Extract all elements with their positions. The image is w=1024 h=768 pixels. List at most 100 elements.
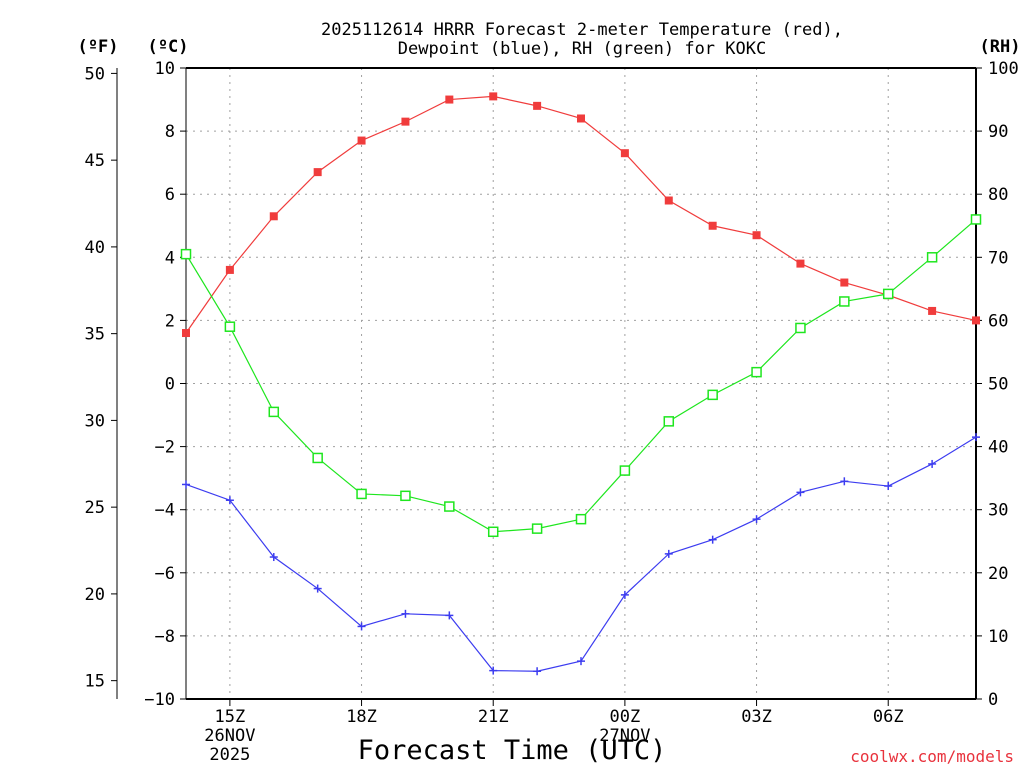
dewpoint-point <box>225 496 234 505</box>
temperature-point <box>357 136 366 145</box>
dewpoint-point <box>796 488 805 497</box>
rh-point <box>400 490 411 502</box>
rh-tick-label: 60 <box>988 311 1008 331</box>
dewpoint-series <box>182 433 980 676</box>
celsius-unit-label: (ºC) <box>148 37 189 57</box>
fahrenheit-unit-label: (ºF) <box>78 37 119 57</box>
fahrenheit-tick-label: 45 <box>85 151 105 171</box>
dewpoint-point <box>313 584 322 593</box>
celsius-tick-label: 4 <box>165 248 175 268</box>
celsius-tick-label: −8 <box>155 627 175 647</box>
temperature-point <box>972 316 980 325</box>
temperature-point <box>182 329 190 338</box>
rh-line <box>185 218 977 533</box>
rh-tick-label: 10 <box>988 627 1008 647</box>
dewpoint-point <box>577 657 585 666</box>
fahrenheit-tick-label: 20 <box>85 585 105 605</box>
dewpoint-point <box>928 459 937 468</box>
x-tick-label: 06Z <box>873 707 904 727</box>
rh-series <box>180 214 982 538</box>
rh-tick-label: 30 <box>988 501 1008 521</box>
rh-point <box>795 322 806 334</box>
temperature-point <box>269 212 278 221</box>
x-tick-label: 2025 <box>209 745 250 765</box>
rh-point <box>663 416 675 427</box>
celsius-tick-label: −2 <box>155 438 175 458</box>
x-tick-label: 00Z <box>610 707 641 727</box>
rh-unit-label: (RH) <box>980 37 1021 57</box>
temperature-point <box>225 265 234 274</box>
x-tick-label: 15Z <box>215 707 246 727</box>
celsius-tick-label: −6 <box>155 564 175 584</box>
celsius-tick-label: 6 <box>165 185 175 205</box>
rh-point <box>531 523 543 534</box>
temperature-series <box>182 92 980 338</box>
temperature-point <box>401 117 410 126</box>
temperature-point <box>489 92 498 101</box>
celsius-tick-label: 8 <box>165 122 175 142</box>
rh-point <box>707 389 718 401</box>
rh-point <box>487 526 499 538</box>
rh-tick-label: 90 <box>988 122 1008 142</box>
credit-text: coolwx.com/models <box>850 747 1014 766</box>
chart-title-line-2: Dewpoint (blue), RH (green) for KOKC <box>398 39 766 59</box>
rh-point <box>926 252 938 263</box>
rh-point <box>575 513 587 525</box>
rh-point <box>444 501 455 512</box>
x-tick-label: 21Z <box>478 707 509 727</box>
x-tick-label: 26NOV <box>204 726 255 746</box>
temperature-point <box>708 221 717 230</box>
temperature-point <box>533 101 542 110</box>
data-series <box>180 92 982 676</box>
fahrenheit-tick-label: 25 <box>85 498 105 518</box>
celsius-tick-label: −10 <box>144 690 175 710</box>
temperature-point <box>752 231 761 240</box>
dewpoint-point <box>489 666 498 675</box>
rh-tick-label: 20 <box>988 564 1008 584</box>
rh-point <box>619 465 631 476</box>
temperature-point <box>313 168 322 177</box>
rh-tick-label: 40 <box>988 438 1008 458</box>
dewpoint-point <box>664 549 673 558</box>
dewpoint-point <box>620 590 629 599</box>
temperature-line <box>185 95 977 334</box>
fahrenheit-tick-label: 40 <box>85 238 105 258</box>
rh-point <box>839 296 850 307</box>
rh-point <box>970 214 982 225</box>
fahrenheit-tick-label: 50 <box>85 64 105 84</box>
dewpoint-point <box>533 667 542 676</box>
temperature-point <box>840 278 849 287</box>
temperature-point <box>796 259 805 268</box>
dewpoint-point <box>445 611 454 620</box>
rh-tick-label: 80 <box>988 185 1008 205</box>
temperature-point <box>664 196 673 205</box>
x-axis-label: Forecast Time (UTC) <box>358 735 667 766</box>
x-tick-label: 03Z <box>741 707 772 727</box>
dewpoint-point <box>269 553 278 562</box>
celsius-tick-label: 10 <box>155 59 175 79</box>
rh-tick-label: 0 <box>988 690 998 710</box>
axes: 1086420−2−4−6−8−105045403530252015100908… <box>85 59 1019 710</box>
rh-point <box>180 248 192 260</box>
dewpoint-line <box>185 436 977 672</box>
fahrenheit-tick-label: 35 <box>85 325 105 345</box>
rh-tick-label: 100 <box>988 59 1019 79</box>
dewpoint-point <box>972 433 980 442</box>
temperature-point <box>928 306 937 315</box>
rh-tick-label: 50 <box>988 375 1008 395</box>
dewpoint-point <box>840 477 849 486</box>
rh-point <box>751 366 762 378</box>
rh-tick-label: 70 <box>988 248 1008 268</box>
dewpoint-point <box>884 482 893 491</box>
rh-point <box>312 452 323 464</box>
fahrenheit-tick-label: 15 <box>85 672 105 692</box>
temperature-point <box>620 149 629 158</box>
dewpoint-point <box>401 609 410 618</box>
rh-point <box>268 406 280 418</box>
temperature-point <box>577 114 585 123</box>
dewpoint-point <box>357 622 366 631</box>
celsius-tick-label: −4 <box>155 501 175 521</box>
rh-point <box>356 488 367 500</box>
celsius-tick-label: 2 <box>165 311 175 331</box>
